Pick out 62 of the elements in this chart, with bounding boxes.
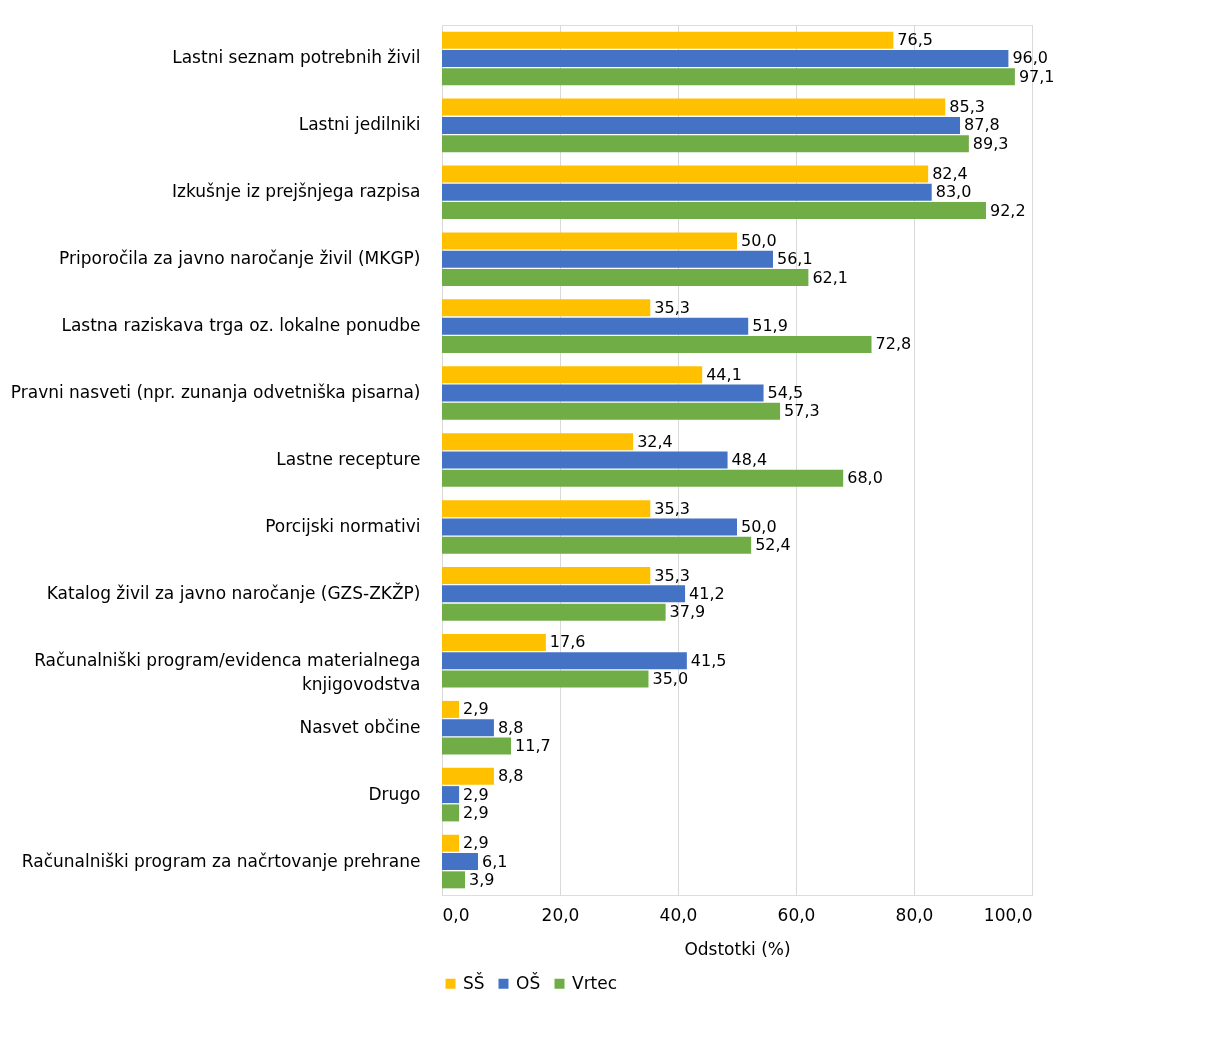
y-tick-label: Priporočila za javno naročanje živil (MKGP) bbox=[59, 248, 421, 269]
data-label: 32,4 bbox=[637, 431, 673, 451]
data-label: 68,0 bbox=[847, 468, 883, 488]
y-tick-label: Računalniški program za načrtovanje prehrane bbox=[21, 850, 421, 871]
data-label: 3,9 bbox=[469, 869, 495, 889]
x-tick-label: 20,0 bbox=[541, 904, 580, 925]
data-label: 85,3 bbox=[949, 97, 985, 117]
data-label: 82,4 bbox=[932, 164, 968, 184]
y-tick-label: Drugo bbox=[368, 783, 421, 804]
data-label: 96,0 bbox=[1012, 48, 1049, 68]
data-label: 97,1 bbox=[1018, 66, 1055, 86]
data-label: 76,5 bbox=[897, 30, 933, 50]
data-label: 37,9 bbox=[669, 602, 706, 622]
data-label: 2,9 bbox=[463, 784, 489, 804]
x-tick-label: 80,0 bbox=[895, 904, 934, 925]
data-label: 17,6 bbox=[549, 632, 586, 652]
data-label: 50,0 bbox=[741, 516, 777, 536]
data-label: 92,2 bbox=[989, 200, 1026, 220]
data-label: 6,1 bbox=[481, 851, 508, 871]
data-label: 2,9 bbox=[463, 699, 489, 719]
x-tick-label: 100,0 bbox=[983, 904, 1033, 925]
data-label: 57,3 bbox=[784, 401, 820, 421]
y-tick-label: Katalog živil za javno naročanje (GZS-ZKŽP) bbox=[46, 581, 421, 603]
x-tick-label: 0,0 bbox=[442, 904, 470, 925]
x-tick-label: 40,0 bbox=[659, 904, 698, 925]
x-axis-title: Odstotki (%) bbox=[684, 938, 791, 959]
data-label: 72,8 bbox=[875, 334, 912, 354]
y-tick-label: Lastni jedilniki bbox=[298, 114, 421, 135]
legend-label: Vrtec bbox=[572, 972, 618, 993]
data-label: 62,1 bbox=[812, 267, 849, 287]
data-label: 11,7 bbox=[515, 735, 551, 755]
y-tick-label: Porcijski normativi bbox=[265, 515, 421, 536]
data-label: 87,8 bbox=[964, 115, 1000, 135]
data-label: 35,3 bbox=[654, 297, 690, 317]
data-label: 35,3 bbox=[654, 498, 690, 518]
data-label: 52,4 bbox=[755, 535, 791, 555]
data-label: 2,9 bbox=[463, 802, 489, 822]
x-tick-label: 60,0 bbox=[777, 904, 816, 925]
y-tick-label: Nasvet občine bbox=[299, 716, 421, 737]
data-label: 51,9 bbox=[752, 316, 788, 336]
data-label: 56,1 bbox=[776, 249, 813, 269]
y-tick-label: Lastna raziskava trga oz. lokalne ponudbe bbox=[61, 315, 421, 336]
y-tick-label: Pravni nasveti (npr. zunanja odvetniška pisarna) bbox=[10, 382, 421, 403]
data-label: 35,0 bbox=[652, 669, 689, 689]
data-label: 35,3 bbox=[654, 565, 690, 585]
y-tick-label: Lastne recepture bbox=[276, 449, 421, 469]
data-label: 50,0 bbox=[741, 230, 777, 250]
data-label: 44,1 bbox=[706, 364, 742, 384]
data-label: 83,0 bbox=[935, 182, 972, 202]
data-label: 54,5 bbox=[767, 383, 804, 403]
data-label: 8,8 bbox=[497, 717, 524, 737]
data-label: 41,2 bbox=[689, 583, 725, 603]
legend-label: OŠ bbox=[516, 971, 541, 993]
legend-label: SŠ bbox=[463, 971, 485, 993]
y-tick-label: Računalniški program/evidenca materialnega knjigovodstva bbox=[34, 649, 421, 694]
data-label: 89,3 bbox=[972, 133, 1009, 153]
data-label: 41,5 bbox=[690, 650, 727, 670]
data-label: 2,9 bbox=[463, 833, 489, 853]
data-label: 8,8 bbox=[497, 766, 524, 786]
y-tick-label: Izkušnje iz prejšnjega razpisa bbox=[172, 181, 421, 202]
y-tick-label: Lastni seznam potrebnih živil bbox=[172, 47, 421, 68]
data-label: 48,4 bbox=[731, 450, 768, 469]
